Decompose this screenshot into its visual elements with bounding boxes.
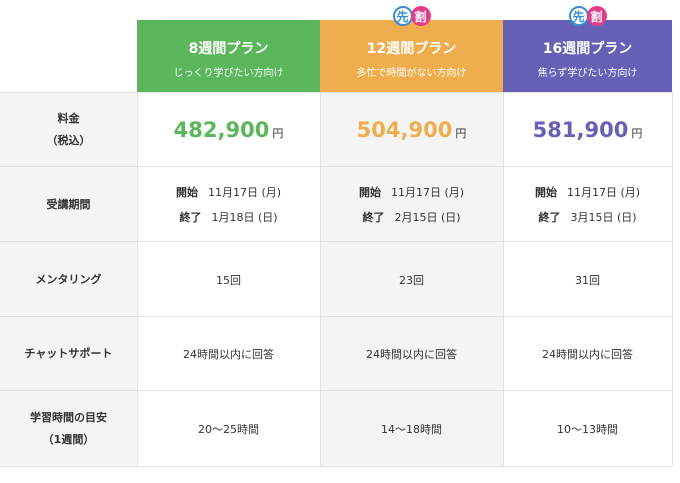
study-hours-row: 学習時間の目安 （1週間） 20〜25時間 14〜18時間 10〜13時間 <box>0 390 672 467</box>
plan-title: 8週間プラン <box>188 40 269 57</box>
course-period-row: 受講期間 開始 11月17日 (月) 終了 1月18日 (日) 開始 11月17日 (… <box>0 166 672 242</box>
column-divider <box>503 92 504 466</box>
price-cell-12-weeks: 504,900 円 <box>320 93 503 167</box>
end-date: 3月15日 (日) <box>570 210 637 224</box>
early-discount-badge: 先 割 <box>568 6 607 26</box>
period-cell-8-weeks: 開始 11月17日 (月) 終了 1月18日 (日) <box>137 167 320 242</box>
badge-wari: 割 <box>586 6 607 26</box>
chat-cell-12-weeks: 24時間以内に回答 <box>320 317 503 391</box>
badge-wari: 割 <box>410 6 431 26</box>
row-label-line2: （1週間） <box>42 432 95 446</box>
end-date: 2月15日 (日) <box>394 210 461 224</box>
price-unit: 円 <box>455 127 467 140</box>
chat-cell-8-weeks: 24時間以内に回答 <box>137 317 320 391</box>
badge-saki: 先 <box>392 6 413 26</box>
plan-header-12-weeks: 先 割 12週間プラン 多忙で時間がない方向け <box>320 6 503 92</box>
row-label-price: 料金 （税込） <box>0 93 137 167</box>
early-discount-badge: 先 割 <box>392 6 431 26</box>
study-cell-16-weeks: 10〜13時間 <box>503 391 672 466</box>
mentoring-cell-12-weeks: 23回 <box>320 242 503 317</box>
plan-title: 12週間プラン <box>366 40 457 57</box>
start-label: 開始 <box>175 185 198 199</box>
column-divider <box>137 92 138 466</box>
plan-subtitle: 焦らず学びたい方向け <box>537 67 638 79</box>
start-label: 開始 <box>358 185 381 199</box>
plan-header-8-weeks: 8週間プラン じっくり学びたい方向け <box>137 20 320 92</box>
start-date: 11月17日 (月) <box>207 185 282 199</box>
row-label-line1: 料金 <box>57 112 80 125</box>
chat-support-row: チャットサポート 24時間以内に回答 24時間以内に回答 24時間以内に回答 <box>0 316 672 391</box>
start-label: 開始 <box>534 185 557 199</box>
price-cell-16-weeks: 581,900 円 <box>503 93 672 167</box>
end-label: 終了 <box>362 210 385 224</box>
price-row: 料金 （税込） 482,900 円 504,900 円 581,900 円 <box>0 92 672 167</box>
row-label-period: 受講期間 <box>0 167 137 242</box>
period-cell-12-weeks: 開始 11月17日 (月) 終了 2月15日 (日) <box>320 167 503 242</box>
price-unit: 円 <box>272 127 284 140</box>
start-date: 11月17日 (月) <box>390 185 465 199</box>
price-value: 504,900 <box>356 118 453 142</box>
mentoring-cell-8-weeks: 15回 <box>137 242 320 317</box>
row-label-line1: 学習時間の目安 <box>30 410 107 424</box>
study-cell-8-weeks: 20〜25時間 <box>137 391 320 466</box>
mentoring-row: メンタリング 15回 23回 31回 <box>0 241 672 317</box>
plan-subtitle: 多忙で時間がない方向け <box>356 67 467 79</box>
study-cell-12-weeks: 14〜18時間 <box>320 391 503 466</box>
price-cell-8-weeks: 482,900 円 <box>137 93 320 167</box>
end-date: 1月18日 (日) <box>211 210 278 224</box>
row-label-line2: （税込） <box>46 134 91 147</box>
chat-cell-16-weeks: 24時間以内に回答 <box>503 317 672 391</box>
price-unit: 円 <box>631 127 643 140</box>
end-label: 終了 <box>179 210 202 224</box>
column-divider <box>320 92 321 466</box>
period-cell-16-weeks: 開始 11月17日 (月) 終了 3月15日 (日) <box>503 167 672 242</box>
row-label-chat: チャットサポート <box>0 317 137 391</box>
price-value: 482,900 <box>173 118 270 142</box>
row-label-mentoring: メンタリング <box>0 242 137 317</box>
plan-title: 16週間プラン <box>542 40 633 57</box>
plan-header-16-weeks: 先 割 16週間プラン 焦らず学びたい方向け <box>503 6 672 92</box>
column-divider <box>672 92 673 466</box>
row-label-study-hours: 学習時間の目安 （1週間） <box>0 391 137 466</box>
mentoring-cell-16-weeks: 31回 <box>503 242 672 317</box>
badge-saki: 先 <box>568 6 589 26</box>
end-label: 終了 <box>538 210 561 224</box>
price-value: 581,900 <box>532 118 629 142</box>
start-date: 11月17日 (月) <box>566 185 641 199</box>
plan-subtitle: じっくり学びたい方向け <box>173 67 284 79</box>
